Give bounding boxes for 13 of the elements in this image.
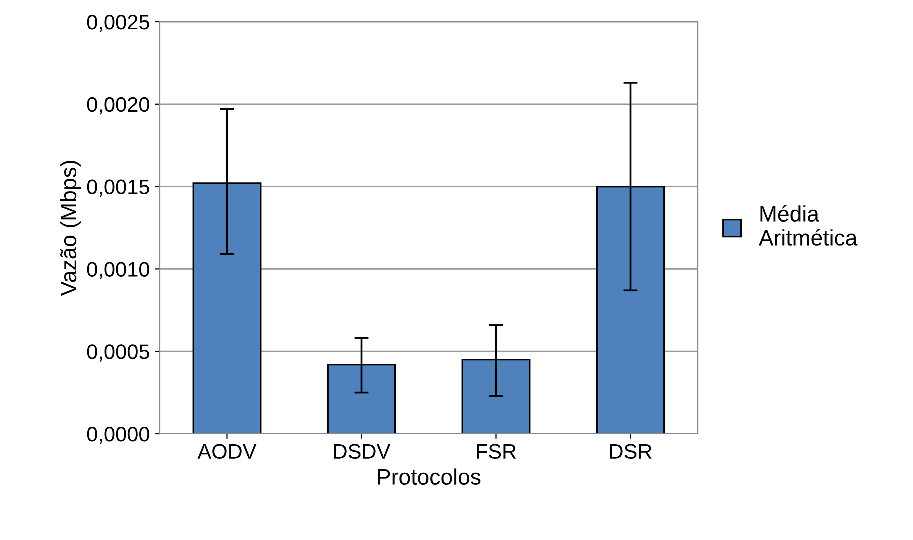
x-tick-label: FSR xyxy=(477,444,516,460)
x-axis-title: Protocolos xyxy=(378,468,481,486)
x-tick-label: DSDV xyxy=(334,444,391,460)
x-tick-label: AODV xyxy=(198,444,257,460)
y-tick-label: 0,0005 xyxy=(87,344,150,362)
y-tick-label: 0,0000 xyxy=(87,427,150,444)
legend-label: Média Aritmética xyxy=(758,205,858,246)
y-tick-label: 0,0025 xyxy=(87,15,150,32)
y-axis-title: Vazão (Mbps) xyxy=(60,161,82,296)
y-tick-label: 0,0015 xyxy=(87,180,150,198)
y-tick-label: 0,0020 xyxy=(87,97,150,115)
y-tick-label: 0,0010 xyxy=(87,262,150,280)
x-tick-label: DSR xyxy=(610,444,652,460)
